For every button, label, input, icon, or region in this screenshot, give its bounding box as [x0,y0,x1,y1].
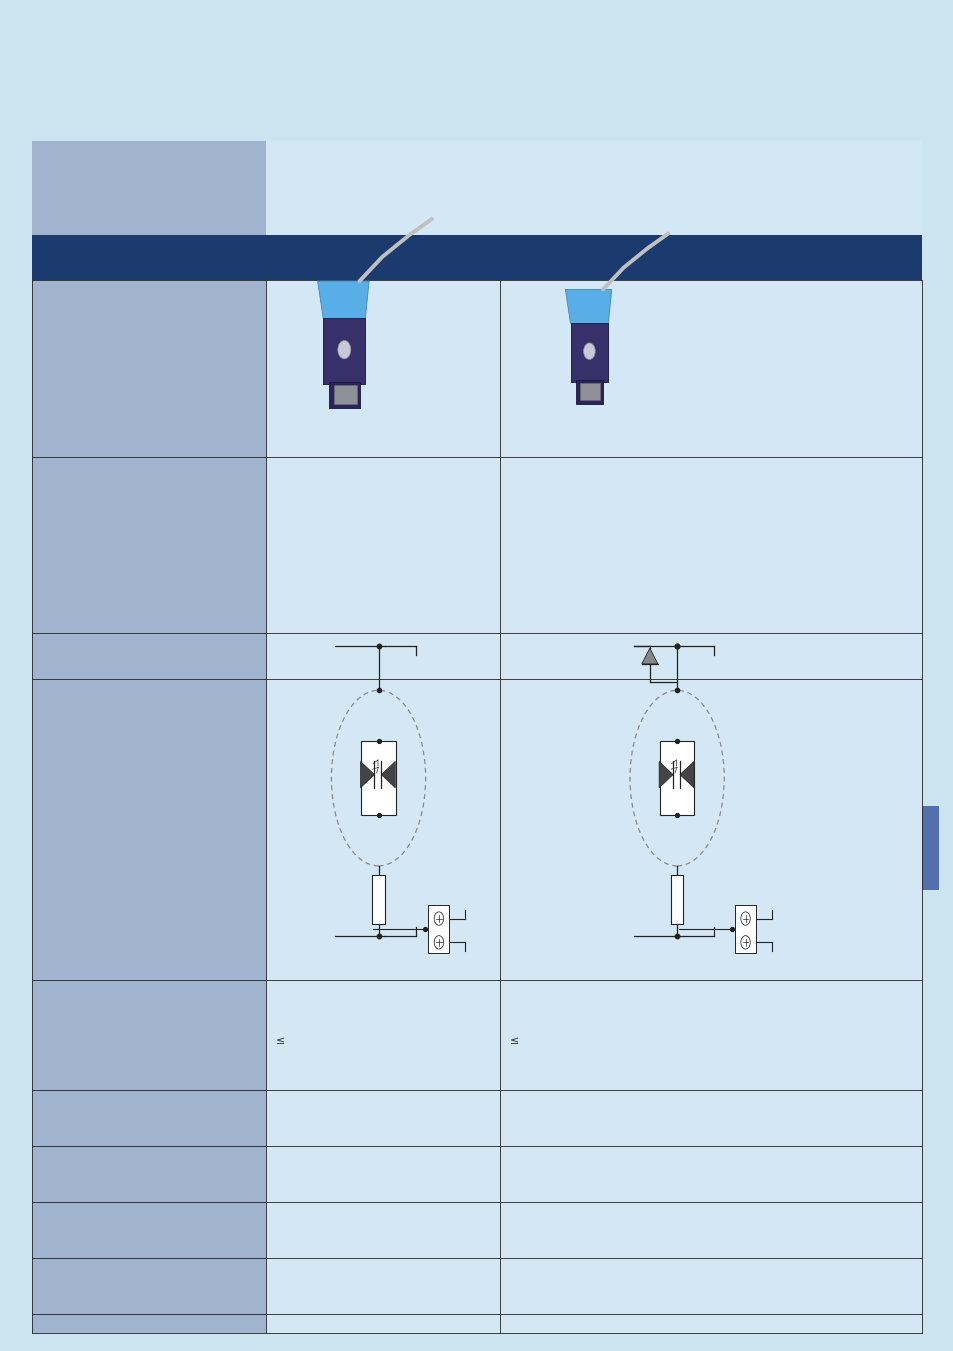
Bar [32,141,266,1333]
Bar [323,317,365,384]
Polygon shape [317,281,369,319]
Bar [735,905,756,952]
Bar [266,141,921,1333]
Polygon shape [659,762,673,788]
Bar [670,874,682,924]
Bar [570,323,608,382]
Polygon shape [565,289,611,323]
Bar [579,382,599,400]
Bar [921,807,938,890]
Text: ≤: ≤ [509,1036,518,1046]
Bar [361,742,395,815]
Bar [372,874,384,924]
Bar [329,382,359,408]
Circle shape [337,340,351,359]
Bar [334,385,356,404]
Polygon shape [360,762,375,788]
Bar [575,381,602,404]
Text: ≤: ≤ [275,1036,285,1046]
Bar [32,235,921,280]
Polygon shape [679,762,693,788]
Bar [428,905,449,952]
Polygon shape [641,648,658,663]
Polygon shape [381,762,395,788]
Bar [659,742,694,815]
Circle shape [583,343,595,359]
